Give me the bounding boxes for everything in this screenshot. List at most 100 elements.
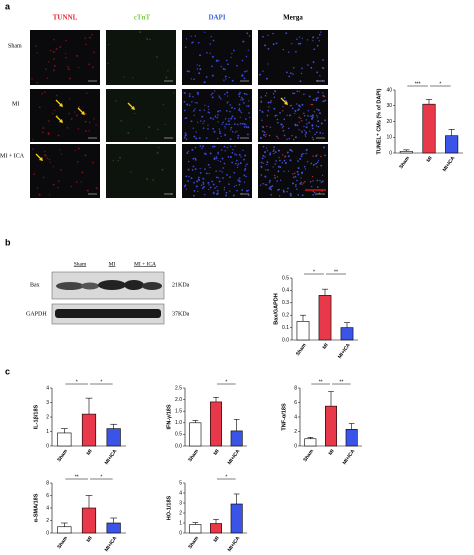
nucleus bbox=[84, 154, 87, 157]
nucleus bbox=[213, 145, 216, 148]
nucleus bbox=[187, 168, 190, 171]
nucleus bbox=[38, 193, 41, 196]
nucleus bbox=[272, 150, 275, 153]
nucleus bbox=[297, 109, 299, 111]
y-tick-label: 4 bbox=[46, 505, 49, 511]
nucleus bbox=[317, 37, 319, 39]
nucleus bbox=[281, 162, 284, 164]
nucleus bbox=[273, 146, 275, 149]
nucleus bbox=[313, 110, 315, 113]
nucleus bbox=[248, 100, 250, 102]
nucleus bbox=[273, 96, 276, 98]
nucleus bbox=[277, 189, 279, 191]
nucleus bbox=[55, 48, 58, 51]
nucleus bbox=[298, 36, 301, 38]
bar bbox=[318, 295, 332, 341]
x-tick-label: Sham bbox=[302, 448, 315, 463]
y-tick-label: 0 bbox=[294, 443, 297, 449]
nucleus bbox=[239, 116, 241, 118]
nucleus bbox=[277, 137, 279, 140]
nucleus bbox=[281, 127, 284, 129]
nucleus bbox=[260, 174, 263, 176]
micrograph bbox=[258, 89, 328, 142]
nucleus bbox=[277, 170, 280, 173]
column-header: TUNNL bbox=[53, 14, 78, 22]
nucleus bbox=[194, 108, 196, 110]
x-tick-label: MI+ICA bbox=[227, 448, 242, 466]
lane-label: Sham bbox=[74, 261, 87, 267]
nucleus bbox=[41, 92, 44, 95]
nucleus bbox=[53, 64, 56, 67]
nucleus bbox=[280, 123, 283, 126]
nucleus bbox=[265, 147, 267, 149]
nucleus bbox=[283, 96, 286, 99]
nucleus bbox=[259, 137, 262, 139]
significance-label: ** bbox=[75, 474, 79, 480]
nucleus bbox=[197, 93, 199, 96]
nucleus bbox=[221, 149, 223, 151]
y-tick-label: 2.5 bbox=[175, 385, 182, 391]
nucleus bbox=[286, 151, 289, 154]
nucleus bbox=[56, 114, 59, 117]
nucleus bbox=[231, 115, 234, 118]
nucleus bbox=[315, 131, 318, 134]
nucleus bbox=[296, 90, 299, 92]
significance-label: * bbox=[76, 379, 78, 385]
nucleus bbox=[263, 134, 265, 136]
x-tick-label: Sham bbox=[398, 155, 411, 170]
nucleus bbox=[301, 194, 304, 197]
nucleus bbox=[209, 186, 212, 189]
nucleus bbox=[230, 117, 232, 120]
nucleus bbox=[196, 121, 199, 123]
nucleus bbox=[212, 183, 215, 186]
nucleus bbox=[264, 44, 267, 47]
nucleus bbox=[196, 102, 198, 104]
nucleus bbox=[262, 154, 265, 157]
nucleus bbox=[279, 179, 282, 181]
nucleus bbox=[310, 162, 313, 165]
nucleus bbox=[194, 158, 197, 161]
y-axis-label: TUNEL⁺ CMs (% of DAPI) bbox=[375, 88, 382, 154]
y-tick-label: 30 bbox=[386, 103, 392, 109]
nucleus bbox=[313, 48, 316, 51]
nucleus bbox=[316, 44, 319, 47]
nucleus bbox=[318, 192, 321, 195]
nucleus bbox=[292, 182, 294, 185]
nucleus bbox=[259, 184, 262, 186]
arrow-head bbox=[39, 157, 43, 161]
nucleus bbox=[231, 161, 233, 164]
nucleus bbox=[267, 169, 269, 171]
nucleus bbox=[306, 161, 309, 163]
nucleus bbox=[322, 100, 325, 103]
size-label: 37KDa bbox=[172, 311, 190, 317]
nucleus bbox=[200, 184, 203, 187]
nucleus bbox=[66, 66, 69, 68]
bar bbox=[189, 422, 202, 447]
nucleus bbox=[65, 56, 67, 59]
nucleus bbox=[238, 93, 240, 96]
nucleus bbox=[36, 187, 39, 189]
nucleus bbox=[196, 64, 198, 66]
nucleus bbox=[185, 175, 188, 178]
y-tick-label: 0.0 bbox=[175, 443, 182, 449]
nucleus bbox=[270, 189, 273, 191]
nucleus bbox=[49, 161, 51, 163]
nucleus bbox=[259, 109, 261, 112]
nucleus bbox=[233, 123, 236, 125]
nucleus bbox=[300, 181, 303, 184]
nucleus bbox=[200, 120, 202, 122]
nucleus bbox=[321, 174, 324, 176]
nucleus bbox=[294, 112, 296, 115]
nucleus bbox=[262, 183, 264, 185]
nucleus bbox=[205, 137, 208, 139]
nucleus bbox=[221, 123, 223, 125]
nucleus bbox=[60, 169, 62, 171]
nucleus bbox=[312, 98, 315, 101]
nucleus bbox=[312, 180, 314, 182]
nucleus bbox=[240, 111, 243, 114]
nucleus bbox=[232, 194, 235, 197]
arrow-head bbox=[59, 103, 63, 107]
nucleus bbox=[218, 180, 221, 183]
nucleus bbox=[36, 52, 38, 54]
nucleus bbox=[86, 92, 88, 94]
